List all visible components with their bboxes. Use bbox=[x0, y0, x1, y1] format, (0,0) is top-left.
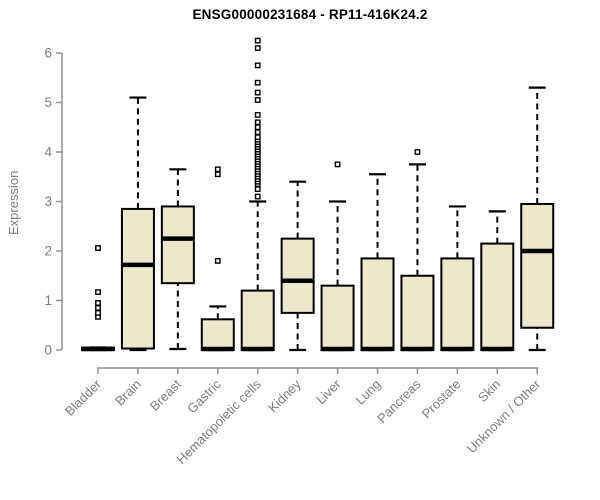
y-tick-label-2: 2 bbox=[44, 244, 52, 259]
chart-title: ENSG00000231684 - RP11-416K24.2 bbox=[192, 7, 428, 22]
box-lung bbox=[360, 257, 395, 351]
y-tick-label-6: 6 bbox=[44, 46, 52, 61]
box-prostate bbox=[440, 257, 475, 351]
outlier-point-hematopoietic-cells bbox=[254, 97, 261, 103]
box-breast bbox=[160, 205, 195, 285]
outlier-point-pancreas bbox=[414, 149, 421, 155]
x-tick-label-skin: Skin bbox=[475, 377, 503, 405]
x-tick-label-liver: Liver bbox=[313, 376, 344, 407]
outlier-point-liver bbox=[334, 161, 341, 168]
outlier-point-hematopoietic-cells bbox=[254, 134, 261, 141]
box-liver bbox=[320, 284, 355, 351]
box-gastric bbox=[200, 318, 235, 351]
outlier-point-bladder bbox=[95, 289, 101, 295]
outlier-point-bladder bbox=[95, 309, 101, 316]
outlier-point-hematopoietic-cells bbox=[254, 193, 261, 200]
outlier-point-hematopoietic-cells bbox=[254, 119, 261, 126]
outlier-point-bladder bbox=[95, 245, 101, 251]
outlier-point-hematopoietic-cells bbox=[254, 111, 261, 118]
box-unknown-other bbox=[520, 202, 555, 329]
box-kidney bbox=[280, 237, 315, 314]
y-tick-label-3: 3 bbox=[44, 194, 52, 209]
x-tick-label-brain: Brain bbox=[112, 377, 144, 409]
outlier-point-bladder bbox=[95, 305, 101, 311]
outlier-point-hematopoietic-cells bbox=[254, 186, 261, 193]
x-tick-label-unknown-other: Unknown / Other bbox=[464, 376, 544, 456]
outlier-point-hematopoietic-cells bbox=[254, 124, 261, 131]
box-skin bbox=[480, 242, 515, 351]
box-brain bbox=[120, 207, 155, 350]
outlier-point-hematopoietic-cells bbox=[254, 37, 261, 44]
x-tick-label-prostate: Prostate bbox=[419, 377, 464, 422]
box-hematopoietic-cells bbox=[240, 289, 275, 352]
y-tick-label-0: 0 bbox=[44, 343, 52, 358]
outlier-point-gastric bbox=[214, 166, 221, 173]
outlier-point-gastric bbox=[214, 171, 221, 178]
outlier-point-hematopoietic-cells bbox=[254, 79, 261, 86]
outlier-point-hematopoietic-cells bbox=[254, 45, 261, 51]
outlier-point-hematopoietic-cells bbox=[254, 129, 261, 136]
y-tick-label-4: 4 bbox=[44, 145, 52, 160]
outlier-point-gastric bbox=[214, 258, 221, 264]
y-tick-label-1: 1 bbox=[44, 293, 52, 308]
box-pancreas bbox=[400, 274, 435, 351]
x-tick-label-lung: Lung bbox=[353, 377, 384, 408]
x-tick-label-pancreas: Pancreas bbox=[374, 376, 424, 426]
outlier-point-bladder bbox=[95, 300, 101, 306]
x-tick-label-kidney: Kidney bbox=[265, 376, 304, 415]
x-tick-label-breast: Breast bbox=[147, 376, 184, 413]
y-tick-label-5: 5 bbox=[44, 95, 52, 110]
outlier-point-hematopoietic-cells bbox=[254, 62, 261, 69]
outlier-point-hematopoietic-cells bbox=[254, 89, 261, 96]
x-tick-label-bladder: Bladder bbox=[62, 376, 105, 419]
